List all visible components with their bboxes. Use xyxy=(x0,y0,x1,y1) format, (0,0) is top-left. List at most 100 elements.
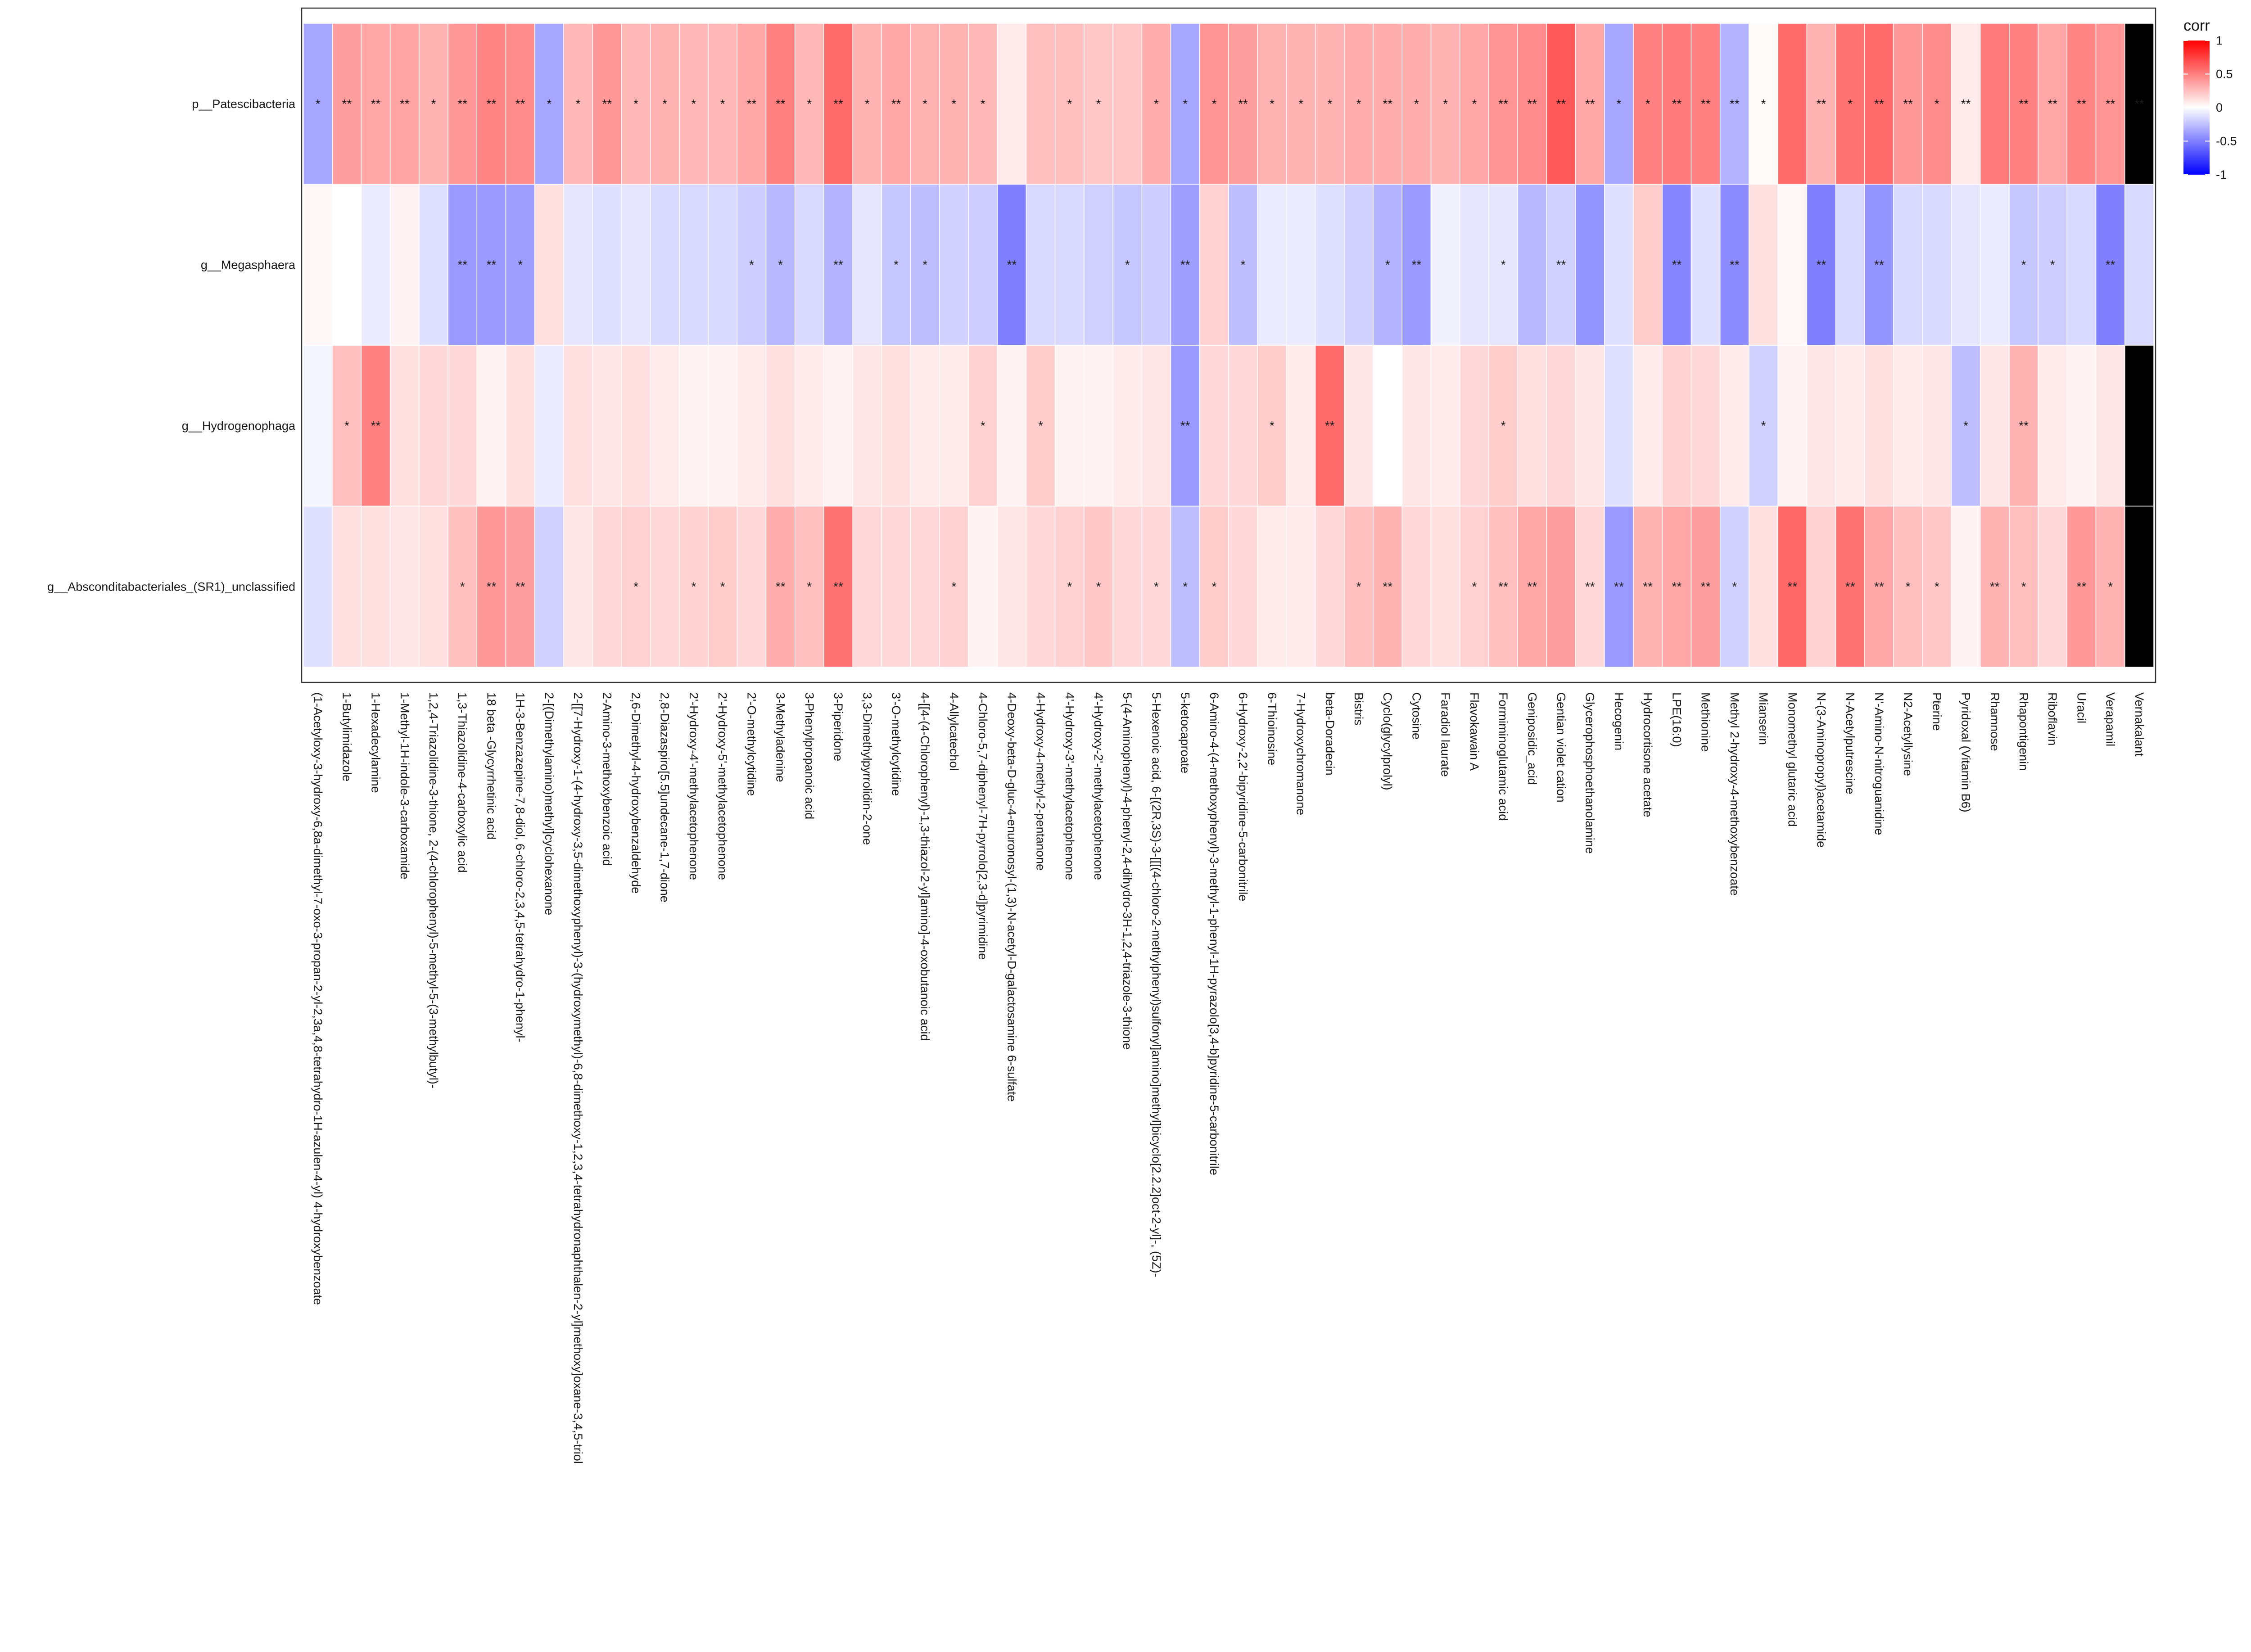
significance-mark: ** xyxy=(2106,97,2115,111)
significance-mark: ** xyxy=(1383,97,1392,111)
significance-mark: ** xyxy=(2077,97,2087,111)
significance-mark: * xyxy=(547,97,551,111)
column-label: Riboflavin xyxy=(2046,692,2059,746)
heatmap-cell xyxy=(1141,184,1171,346)
heatmap-cell xyxy=(765,506,796,668)
heatmap-cell xyxy=(1662,184,1692,346)
significance-mark: ** xyxy=(400,97,410,111)
significance-mark: * xyxy=(692,97,696,111)
heatmap-cell xyxy=(1777,23,1808,185)
significance-mark: ** xyxy=(1498,97,1508,111)
significance-mark: ** xyxy=(2019,97,2029,111)
heatmap-cell xyxy=(679,23,709,185)
significance-mark: ** xyxy=(2134,97,2144,111)
heatmap-cell xyxy=(1980,23,2010,185)
significance-mark: * xyxy=(2050,257,2055,271)
significance-mark: ** xyxy=(1556,97,1566,111)
heatmap-cell xyxy=(361,23,391,185)
heatmap-cell xyxy=(1633,345,1663,507)
significance-mark: * xyxy=(1038,419,1043,433)
column-label: Methyl 2-hydroxy-4-methoxybenzoate xyxy=(1728,692,1741,896)
heatmap-cell xyxy=(2095,345,2125,507)
column-label: Monomethyl glutaric acid xyxy=(1785,692,1799,827)
column-label: 1,3-Thiazolidine-4-carboxylic acid xyxy=(456,692,469,873)
heatmap-cell xyxy=(1546,506,1576,668)
significance-mark: * xyxy=(1096,97,1101,111)
heatmap-cell xyxy=(2095,506,2125,668)
column-label: 4-[[4-(4-Chlorophenyl)-1,3-thiazol-2-yl]… xyxy=(918,692,932,1041)
heatmap-cell xyxy=(505,23,535,185)
significance-mark: * xyxy=(1935,97,1939,111)
heatmap-cell xyxy=(1170,345,1200,507)
column-label: Mianserin xyxy=(1757,692,1770,745)
heatmap-cell xyxy=(534,506,564,668)
heatmap-cell xyxy=(1373,345,1403,507)
column-label: 3,3-Dimethylpyrrolidin-2-one xyxy=(860,692,874,845)
significance-mark: ** xyxy=(1643,579,1653,593)
heatmap-cell xyxy=(708,184,738,346)
heatmap-cell xyxy=(997,345,1027,507)
legend: corr 1 0.5 0 -0.5 -1 xyxy=(2183,17,2237,181)
column-label: Pterine xyxy=(1930,692,1944,731)
heatmap-cell xyxy=(447,184,478,346)
significance-mark: ** xyxy=(1180,257,1190,271)
heatmap-cell xyxy=(1430,345,1460,507)
column-label: LPE(16:0) xyxy=(1670,692,1683,747)
heatmap-cell xyxy=(1112,23,1143,185)
heatmap-cell xyxy=(1054,506,1085,668)
significance-mark: * xyxy=(1183,579,1188,593)
heatmap-cell xyxy=(2009,506,2039,668)
heatmap-cell xyxy=(1980,184,2010,346)
column-label: N-(3-Aminopropyl)acetamide xyxy=(1814,692,1828,848)
row-label: g__Absconditabacteriales_(SR1)_unclassif… xyxy=(47,580,295,593)
heatmap-cell xyxy=(2124,506,2154,668)
heatmap-cell xyxy=(708,506,738,668)
heatmap-cell xyxy=(968,345,998,507)
significance-mark: * xyxy=(1501,257,1506,271)
significance-mark: * xyxy=(1501,419,1506,433)
heatmap-cell xyxy=(1864,184,1894,346)
heatmap-cell xyxy=(1691,184,1721,346)
column-label: Rhamnose xyxy=(1988,692,2002,751)
significance-mark: * xyxy=(1154,579,1159,593)
significance-mark: * xyxy=(1385,257,1390,271)
heatmap-cell xyxy=(1401,506,1432,668)
significance-mark: ** xyxy=(1498,579,1508,593)
heatmap-cell xyxy=(939,506,969,668)
heatmap-cell xyxy=(1199,23,1229,185)
heatmap-cell xyxy=(563,23,593,185)
heatmap-cell xyxy=(1084,23,1113,185)
heatmap-cell xyxy=(419,184,448,346)
significance-mark: * xyxy=(1356,97,1361,111)
significance-mark: * xyxy=(1963,419,1968,433)
heatmap-cell xyxy=(563,184,593,346)
heatmap-cell xyxy=(505,184,535,346)
heatmap-cell xyxy=(1401,184,1432,346)
significance-mark: * xyxy=(951,97,956,111)
column-label: 3-Methyladenine xyxy=(774,692,787,782)
heatmap-cell xyxy=(1054,23,1085,185)
heatmap-cell xyxy=(621,23,651,185)
column-label: (1-Acetyloxy-3-hydroxy-6,8a-dimethyl-7-o… xyxy=(311,692,325,1305)
column-label: Glycerophosphoethanolamine xyxy=(1583,692,1597,854)
heatmap-cell xyxy=(1719,184,1749,346)
heatmap-cell xyxy=(1575,345,1605,507)
row-label: g__Hydrogenophaga xyxy=(182,419,296,433)
heatmap-cell xyxy=(1893,345,1923,507)
heatmap-cell xyxy=(534,184,564,346)
heatmap-cell xyxy=(1517,506,1547,668)
heatmap-cell xyxy=(2095,23,2125,185)
significance-mark: ** xyxy=(891,97,901,111)
heatmap-cell xyxy=(1662,23,1692,185)
significance-mark: ** xyxy=(515,97,525,111)
column-label: 4'-Hydroxy-2'-methylacetophenone xyxy=(1092,692,1105,880)
significance-mark: ** xyxy=(1180,419,1190,433)
heatmap-cell xyxy=(1806,23,1836,185)
significance-mark: ** xyxy=(2077,579,2087,593)
heatmap-cell xyxy=(737,506,767,668)
significance-mark: ** xyxy=(371,419,381,433)
heatmap-cell xyxy=(1835,184,1865,346)
significance-mark: ** xyxy=(1007,257,1017,271)
heatmap-cell xyxy=(1893,506,1923,668)
heatmap-cell xyxy=(1777,184,1808,346)
